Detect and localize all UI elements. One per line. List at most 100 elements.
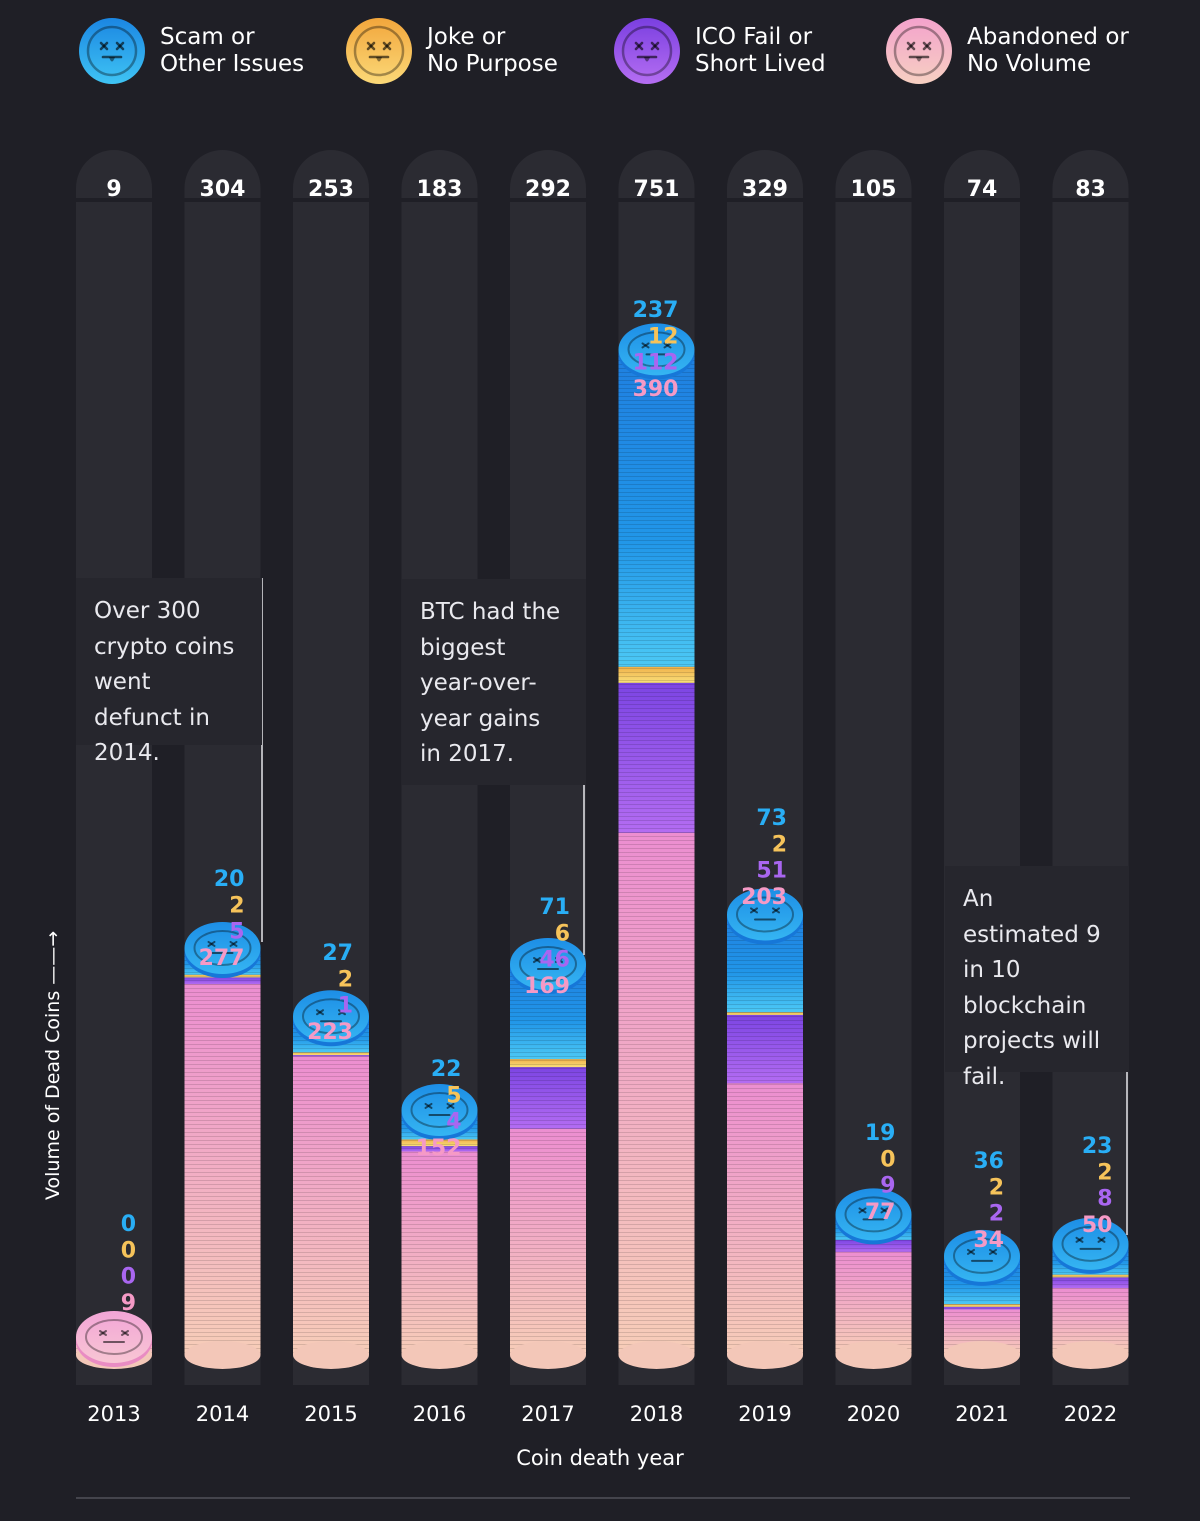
- total-label-2019: 329: [742, 177, 788, 202]
- value-label-2017-3: 46: [539, 948, 570, 973]
- top-coin: [510, 938, 586, 991]
- track-notch: [510, 198, 586, 202]
- column-track-2022: [1052, 150, 1129, 1385]
- dead-coin-icon: [207, 940, 238, 954]
- legend-item-3: ICO Fail or Short Lived: [613, 16, 826, 86]
- year-label-2022: 2022: [1064, 1402, 1117, 1426]
- value-label-2014-3: 5: [229, 920, 244, 945]
- legend-item-4: Abandoned or No Volume: [885, 16, 1129, 86]
- value-label-2022-4: 50: [1082, 1213, 1113, 1238]
- coin-ridges: [184, 947, 261, 1355]
- track-notch: [1052, 198, 1129, 202]
- top-coin: [727, 888, 803, 941]
- legend-item-1: Scam or Other Issues: [78, 16, 304, 86]
- value-label-2020-3: 9: [880, 1174, 895, 1199]
- column-track-2020: [835, 150, 912, 1385]
- track-notch: [618, 198, 695, 202]
- value-label-2019-4: 203: [741, 885, 787, 910]
- coin-ridges: [293, 1016, 369, 1355]
- value-label-2013-4: 9: [121, 1291, 136, 1316]
- coin-inner-ring: [1061, 1225, 1120, 1262]
- stack-base: [727, 1341, 803, 1369]
- coin-ridges: [510, 964, 586, 1355]
- dead-coin-icon: [641, 342, 672, 356]
- year-label-2020: 2020: [847, 1402, 900, 1426]
- column-track-2013: [76, 150, 152, 1385]
- coin-inner-ring: [410, 1091, 469, 1128]
- value-label-2017-2: 6: [555, 921, 570, 946]
- total-label-2022: 83: [1075, 177, 1106, 202]
- legend-label-line2: Short Lived: [695, 51, 826, 77]
- top-coin: [944, 1229, 1020, 1282]
- coin-ridges: [727, 914, 803, 1355]
- value-label-2016-4: 152: [416, 1136, 462, 1161]
- total-label-2014: 304: [200, 177, 246, 202]
- track-notch: [835, 198, 912, 202]
- value-label-2022-3: 8: [1097, 1187, 1112, 1212]
- total-label-2015: 253: [308, 177, 354, 202]
- coin-ridges: [618, 349, 695, 1355]
- year-label-2016: 2016: [413, 1402, 466, 1426]
- value-label-2017-1: 71: [539, 895, 570, 920]
- value-label-2020-2: 0: [880, 1147, 895, 1172]
- track-notch: [184, 198, 261, 202]
- track-notch: [727, 198, 803, 202]
- value-label-2017-4: 169: [524, 974, 570, 999]
- stack-base: [401, 1341, 478, 1369]
- value-label-2014-1: 20: [214, 867, 245, 892]
- coin-inner-ring: [519, 946, 577, 983]
- y-axis-label: Volume of Dead Coins ——→: [42, 930, 64, 1200]
- coin-inner-ring: [85, 1319, 143, 1355]
- track-notch: [293, 198, 369, 202]
- top-coin: [76, 1311, 152, 1363]
- total-label-2016: 183: [417, 177, 463, 202]
- year-label-2013: 2013: [87, 1402, 140, 1426]
- top-coin: [401, 1083, 478, 1136]
- top-coin: [293, 990, 369, 1043]
- track-notch: [401, 198, 478, 202]
- joke-face-icon: [345, 17, 413, 85]
- bottom-divider: [76, 1497, 1130, 1499]
- legend-label-line2: No Volume: [967, 51, 1092, 77]
- total-label-2021: 74: [967, 177, 998, 202]
- abandoned-face-icon: [885, 17, 953, 85]
- x-axis-label: Coin death year: [516, 1446, 684, 1470]
- year-label-2017: 2017: [521, 1402, 574, 1426]
- dead-coin-icon: [99, 1330, 129, 1343]
- note-2014: Over 300 crypto coins went defunct in 20…: [76, 578, 262, 766]
- value-label-2018-2: 12: [648, 324, 679, 349]
- value-label-2018-4: 390: [633, 377, 679, 402]
- value-label-2013-3: 0: [121, 1265, 136, 1290]
- dead-coin-icon: [858, 1207, 889, 1221]
- value-label-2021-3: 2: [989, 1202, 1004, 1227]
- value-label-2016-2: 5: [446, 1083, 461, 1108]
- value-label-2016-3: 4: [446, 1110, 461, 1135]
- coin-inner-ring: [953, 1237, 1011, 1274]
- value-label-2021-2: 2: [989, 1175, 1004, 1200]
- track-notch: [944, 198, 1020, 202]
- legend-label-line1: Abandoned or: [967, 24, 1129, 50]
- legend-item-2: Joke or No Purpose: [345, 16, 558, 86]
- coin-inner-ring: [193, 929, 252, 966]
- ico-face-icon: [613, 17, 681, 85]
- coin-inner-ring: [736, 896, 794, 933]
- year-label-2014: 2014: [196, 1402, 249, 1426]
- dead-coin-icon: [316, 1009, 346, 1023]
- scam-face-icon: [78, 17, 146, 85]
- stack-base: [618, 1341, 695, 1369]
- value-label-2013-2: 0: [121, 1238, 136, 1263]
- value-label-2019-2: 2: [772, 832, 787, 857]
- value-label-2018-3: 112: [633, 351, 679, 376]
- stack-base: [1052, 1341, 1129, 1369]
- year-label-2018: 2018: [630, 1402, 683, 1426]
- coin-ridges: [401, 1109, 478, 1355]
- legend-label-line2: No Purpose: [427, 51, 558, 77]
- value-label-2016-1: 22: [431, 1057, 462, 1082]
- dead-coin-icon: [424, 1102, 455, 1116]
- track-notch: [76, 198, 152, 202]
- top-coin: [835, 1188, 912, 1241]
- year-label-2015: 2015: [304, 1402, 357, 1426]
- stack-base: [184, 1341, 261, 1369]
- dead-coin-icon: [967, 1248, 997, 1262]
- value-label-2015-3: 1: [338, 994, 353, 1019]
